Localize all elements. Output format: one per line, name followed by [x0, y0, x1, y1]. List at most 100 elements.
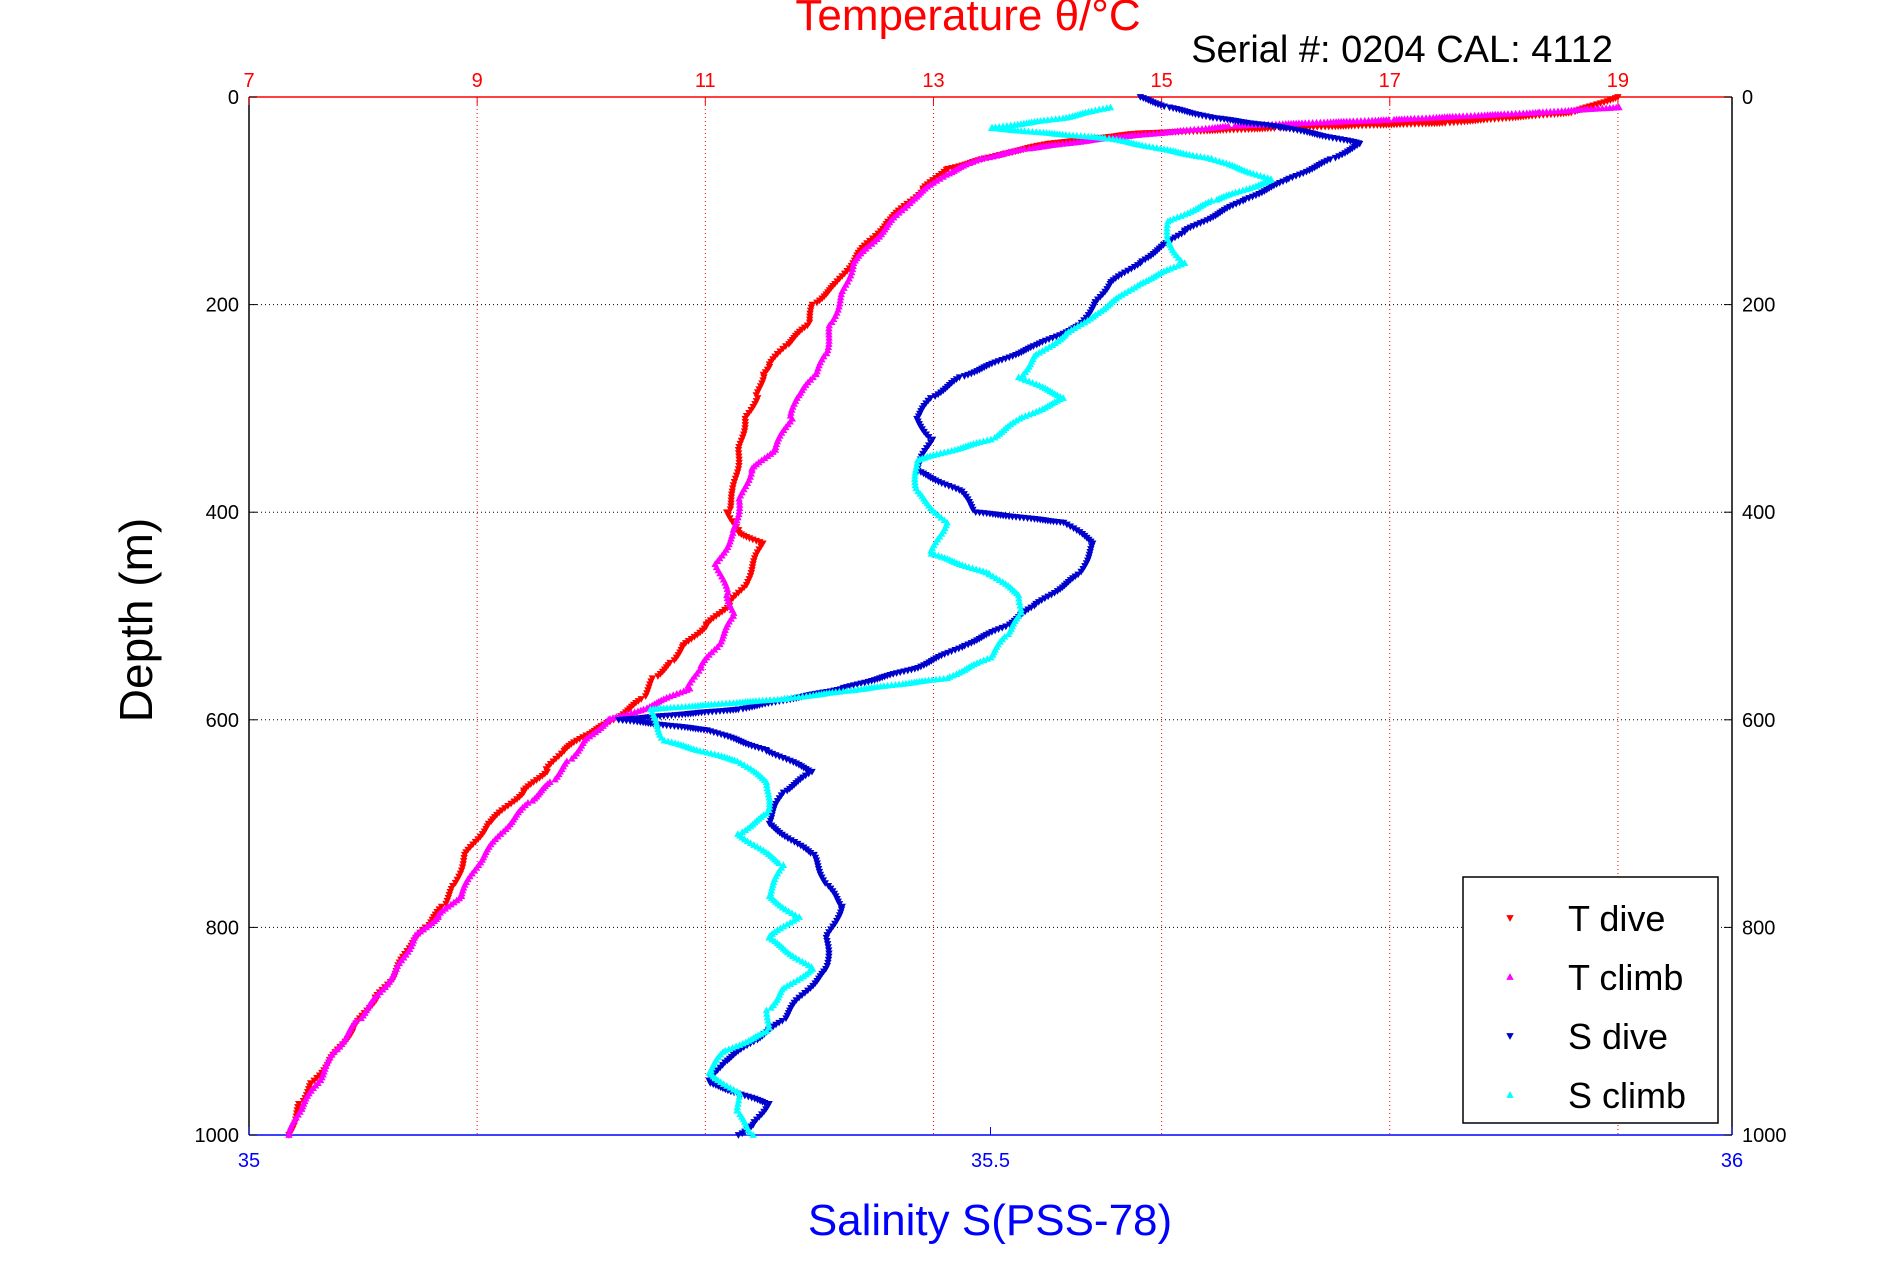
s-climb-point [786, 918, 794, 926]
t-dive-point [730, 478, 739, 486]
s-climb-point [992, 574, 1000, 582]
legend-marker-s-dive [1506, 1033, 1514, 1040]
t-dive-point [654, 673, 662, 680]
s-climb-point [1213, 195, 1221, 203]
s-climb-point [726, 1084, 734, 1091]
s-climb-point [985, 570, 994, 578]
s-climb-point [1045, 343, 1053, 350]
axes: 0 0 200 200 400 400 600 600 800 800 1000 1000 7 9 11 13… [195, 70, 1787, 1172]
t-climb-point [822, 349, 831, 357]
s-dive-point [1331, 154, 1340, 162]
t-dive-point [728, 485, 737, 493]
depth-tick-label-left: 0 [228, 87, 239, 109]
t-climb-point [932, 177, 941, 184]
s-dive-point [734, 1132, 743, 1139]
depth-tick-label-left: 800 [206, 917, 239, 939]
s-climb-point [1080, 318, 1089, 326]
s-dive-point [1160, 103, 1168, 111]
t-climb-point [551, 775, 559, 783]
s-climb-point [765, 1023, 773, 1031]
s-climb-point [723, 1082, 731, 1089]
t-dive-point [735, 459, 743, 467]
x-axis-label-salinity: Salinity S(PSS-78) [808, 1196, 1172, 1245]
t-climb-point [1025, 144, 1034, 152]
depth-tick-label-left: 600 [206, 710, 239, 732]
data-layer [285, 94, 1623, 1139]
salinity-tick-label: 35 [238, 1150, 260, 1172]
legend-marker-t-climb [1506, 973, 1514, 980]
t-dive-point [734, 466, 743, 473]
s-climb-point [732, 1042, 740, 1050]
t-climb-point [1390, 115, 1398, 123]
temperature-tick-label: 19 [1607, 70, 1629, 92]
legend-label-t-climb: T climb [1568, 957, 1683, 998]
temperature-tick-label: 9 [472, 70, 483, 92]
t-dive-point [735, 456, 743, 464]
s-climb-point [733, 757, 742, 765]
legend-label-s-dive: S dive [1568, 1016, 1668, 1057]
s-climb-point [793, 976, 801, 984]
legend-entries: T dive T climb S dive S climb [1506, 898, 1686, 1116]
s-climb-point [1173, 262, 1182, 269]
s-climb-point [991, 433, 999, 441]
depth-tick-label-right: 400 [1742, 502, 1775, 524]
s-climb-point [788, 909, 796, 917]
s-climb-point [989, 572, 997, 580]
legend-marker-s-climb [1506, 1091, 1514, 1098]
t-climb-point [812, 370, 820, 378]
s-climb-point [775, 859, 783, 867]
s-climb-point [1177, 260, 1185, 268]
t-dive-point [735, 463, 743, 470]
legend-box [1462, 876, 1719, 1124]
s-climb-point [783, 920, 791, 928]
t-climb-point [357, 1014, 365, 1022]
depth-tick-label-right: 200 [1742, 295, 1775, 317]
s-climb-point [1177, 212, 1185, 219]
t-dive-point [734, 450, 743, 457]
t-climb-point [936, 175, 944, 182]
t-climb-point [1231, 122, 1239, 129]
s-climb-point [1042, 345, 1050, 352]
t-dive-point [729, 482, 738, 489]
s-climb-point [987, 653, 995, 661]
s-climb-point [784, 907, 793, 915]
series-t-climb [285, 103, 1623, 1138]
series-s-climb [646, 103, 1275, 1138]
s-climb-point [657, 733, 666, 741]
s-climb-point [1101, 134, 1109, 142]
salinity-tick-label: 36 [1721, 1150, 1743, 1172]
s-climb-point [1074, 322, 1082, 330]
s-climb-point [1025, 410, 1033, 418]
temperature-tick-label: 11 [695, 70, 716, 92]
depth-tick-label-left: 1000 [195, 1125, 240, 1147]
legend: T dive T climb S dive S climb [1462, 876, 1719, 1124]
t-climb-point [568, 754, 576, 762]
s-climb-point [1017, 608, 1026, 616]
s-climb-point [1025, 377, 1033, 385]
serial-cal-label: Serial #: 0204 CAL: 4112 [1191, 29, 1613, 71]
temperature-tick-label: 15 [1150, 70, 1172, 92]
t-climb-point [939, 173, 947, 180]
temperature-tick-label: 13 [922, 70, 944, 92]
s-climb-point [1021, 376, 1030, 383]
t-dive-point [733, 469, 742, 477]
s-climb-point [767, 1004, 775, 1011]
t-dive-point [731, 475, 740, 483]
depth-tick-label-left: 200 [206, 295, 239, 317]
t-dive-point [734, 447, 743, 454]
s-climb-point [1173, 213, 1182, 221]
t-climb-point [285, 1131, 293, 1138]
temperature-tick-label: 17 [1379, 70, 1401, 92]
s-climb-point [736, 759, 745, 767]
temperature-tick-label: 7 [243, 70, 254, 92]
s-climb-point [790, 978, 798, 985]
s-climb-point [733, 1106, 741, 1114]
y-axis-label: Depth (m) [110, 518, 162, 722]
salinity-tick-label: 35.5 [971, 1150, 1010, 1172]
depth-tick-label-right: 1000 [1742, 1125, 1787, 1147]
s-climb-point [728, 1043, 737, 1051]
legend-marker-t-dive [1506, 915, 1514, 922]
depth-tick-label-right: 0 [1742, 87, 1753, 109]
s-climb-point [746, 1128, 754, 1136]
t-climb-point [528, 796, 537, 804]
